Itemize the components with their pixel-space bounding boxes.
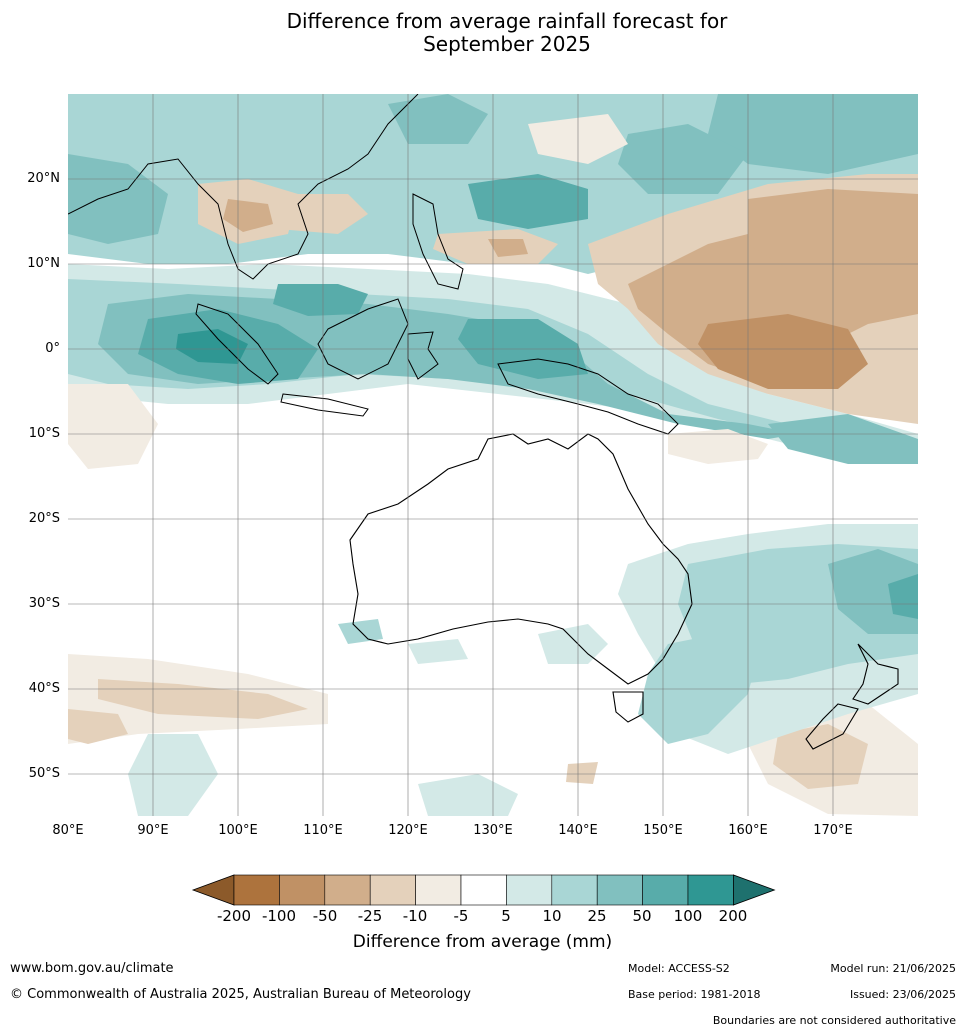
colorbar-tick-label: -5 — [453, 907, 469, 925]
colorbar-swatch — [415, 874, 462, 906]
x-tick-label: 100°E — [218, 823, 258, 838]
colorbar-title: Difference from average (mm) — [352, 932, 613, 952]
colorbar — [191, 874, 776, 906]
colorbar-extend-low — [191, 874, 235, 906]
australia-coastline — [349, 433, 693, 685]
colorbar-tick-label: 25 — [587, 907, 607, 925]
colorbar-swatch — [687, 874, 734, 906]
map-svg — [68, 94, 918, 816]
colorbar-swatch — [460, 874, 507, 906]
y-tick-label: 20°N — [27, 171, 60, 186]
x-tick-label: 110°E — [303, 823, 343, 838]
y-tick-label: 20°S — [28, 511, 60, 526]
chart-title-line2: September 2025 — [423, 32, 591, 56]
x-tick-label: 170°E — [813, 823, 853, 838]
colorbar-swatch — [233, 874, 280, 906]
x-tick-label: 90°E — [137, 823, 169, 838]
borneo-coastline — [317, 298, 409, 380]
colorbar-tick-label: -10 — [402, 907, 428, 925]
new-guinea-coastline — [497, 358, 679, 435]
website-link[interactable]: www.bom.gov.au/climate — [10, 961, 174, 976]
java-coastline — [280, 393, 369, 417]
colorbar-swatch — [596, 874, 643, 906]
colorbar-swatch — [279, 874, 326, 906]
x-tick-label: 160°E — [728, 823, 768, 838]
y-tick-label: 50°S — [28, 766, 60, 781]
new-zealand-coastline — [805, 643, 899, 750]
colorbar-extend-high — [733, 874, 776, 906]
y-tick-label: 0° — [45, 341, 60, 356]
colorbar-tick-label: -50 — [312, 907, 338, 925]
colorbar-tick-label: 10 — [542, 907, 562, 925]
chart-title: Difference from average rainfall forecas… — [0, 10, 965, 56]
x-tick-label: 120°E — [388, 823, 428, 838]
southern-wet-shading — [128, 524, 918, 816]
colorbar-swatch — [369, 874, 416, 906]
y-tick-label: 10°N — [27, 256, 60, 271]
colorbar-swatch — [506, 874, 553, 906]
y-tick-label: 30°S — [28, 596, 60, 611]
tasmania-coastline — [612, 691, 644, 723]
colorbar-swatch — [642, 874, 689, 906]
philippines-coastline — [412, 193, 464, 290]
colorbar-tick-label: 200 — [718, 907, 748, 925]
colorbar-swatch — [324, 874, 371, 906]
colorbar-tick-label: -200 — [216, 907, 252, 925]
colorbar-tick-label: -25 — [357, 907, 383, 925]
y-tick-label: 10°S — [28, 426, 60, 441]
colorbar-swatch — [551, 874, 598, 906]
model-name: Model: ACCESS-S2 — [628, 962, 730, 975]
issued-date: Issued: 23/06/2025 — [849, 988, 956, 1001]
copyright-text: © Commonwealth of Australia 2025, Austra… — [10, 987, 471, 1002]
graticule — [68, 94, 918, 816]
boundaries-disclaimer: Boundaries are not considered authoritat… — [712, 1014, 956, 1027]
rainfall-anomaly-map — [68, 94, 918, 816]
x-tick-label: 130°E — [473, 823, 513, 838]
x-tick-label: 140°E — [558, 823, 598, 838]
x-tick-label: 80°E — [52, 823, 84, 838]
colorbar-tick-label: -100 — [261, 907, 297, 925]
model-run-date: Model run: 21/06/2025 — [830, 962, 956, 975]
y-tick-label: 40°S — [28, 681, 60, 696]
x-tick-label: 150°E — [643, 823, 683, 838]
colorbar-tick-label: 5 — [501, 907, 511, 925]
colorbar-tick-label: 50 — [632, 907, 652, 925]
chart-title-line1: Difference from average rainfall forecas… — [286, 9, 728, 33]
base-period: Base period: 1981-2018 — [628, 988, 761, 1001]
colorbar-tick-label: 100 — [673, 907, 703, 925]
